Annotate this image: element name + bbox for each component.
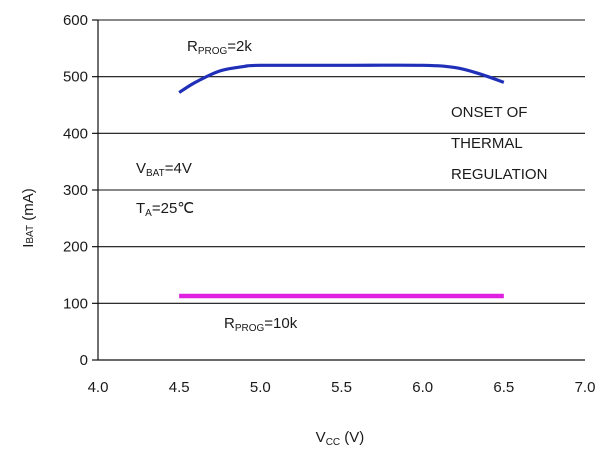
annotation-vbat: VBAT=4V [136,160,192,179]
y-tick-label: 0 [80,352,88,369]
annotation-ta: TA=25℃ [136,200,194,219]
annotation-thermal-line-1: ONSET OF [451,104,527,121]
x-tick-label: 4.0 [88,379,109,396]
y-axis-title: IBAT (mA) [20,188,37,248]
y-tick-labels: 0 100 200 300 400 500 600 [63,12,88,369]
x-tick-label: 5.5 [331,379,352,396]
y-tick-label: 100 [63,295,88,312]
x-tick-label: 7.0 [575,379,596,396]
annotation-rprog-10k: RPROG=10k [224,315,298,334]
x-tick-labels: 4.0 4.5 5.0 5.5 6.0 6.5 7.0 [88,379,596,396]
y-tick-label: 300 [63,182,88,199]
annotation-thermal-line-2: THERMAL [451,135,523,152]
annotation-thermal-line-3: REGULATION [451,166,547,183]
y-tick-label: 400 [63,125,88,142]
x-axis-title: VCC (V) [316,429,365,448]
series-line-1 [178,63,505,94]
x-tick-label: 5.0 [250,379,271,396]
annotation-rprog-2k: RPROG=2k [187,38,252,57]
grid-lines [98,19,585,304]
series-group [178,63,505,299]
y-tick-label: 200 [63,239,88,256]
x-tick-label: 4.5 [169,379,190,396]
y-tick-label: 600 [63,12,88,29]
x-tick-label: 6.5 [493,379,514,396]
x-tick-label: 6.0 [412,379,433,396]
y-tick-label: 500 [63,69,88,86]
axes [92,19,585,361]
